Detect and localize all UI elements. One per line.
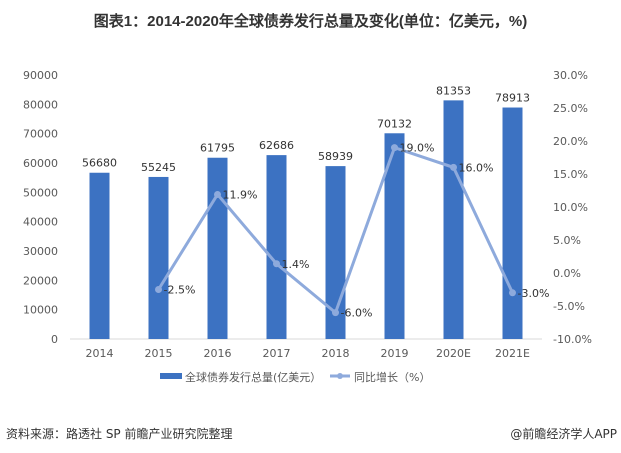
y-left-tick-label: 70000 <box>23 128 58 141</box>
legend-line-label: 同比增长（%） <box>354 370 430 384</box>
y-right-tick-label: -10.0% <box>553 333 592 346</box>
x-tick-label: 2019 <box>381 347 409 360</box>
growth-point <box>214 190 221 198</box>
bar-data-label: 61795 <box>200 142 235 155</box>
x-tick-label: 2014 <box>86 347 114 360</box>
y-left-tick-label: 80000 <box>23 98 58 111</box>
growth-data-label: 1.4% <box>282 258 310 271</box>
bar <box>89 172 110 339</box>
x-tick-label: 2017 <box>263 347 291 360</box>
y-left-tick-label: 60000 <box>23 157 58 170</box>
bar-data-label: 78913 <box>495 92 530 105</box>
growth-point <box>155 286 162 293</box>
growth-data-label: 19.0% <box>400 142 435 155</box>
legend-line-marker <box>337 373 343 379</box>
bar <box>502 107 523 339</box>
growth-point <box>273 260 280 268</box>
growth-point <box>450 163 457 171</box>
y-left-tick-label: 90000 <box>23 69 58 82</box>
y-right-tick-label: 25.0% <box>553 102 588 115</box>
y-left-tick-label: 50000 <box>23 186 58 199</box>
growth-point <box>332 309 339 317</box>
y-left-tick-label: 0 <box>51 333 58 346</box>
y-left-tick-label: 10000 <box>23 304 58 317</box>
y-left-tick-label: 20000 <box>23 274 58 287</box>
bar-data-label: 56680 <box>82 157 117 170</box>
y-left-tick-label: 40000 <box>23 216 58 229</box>
y-right-tick-label: 5.0% <box>553 234 581 247</box>
legend-bar-label: 全球债券发行总量(亿美元） <box>185 370 321 384</box>
growth-data-label: -2.5% <box>164 284 196 297</box>
growth-data-label: -3.0% <box>518 287 550 300</box>
bar-data-label: 58939 <box>318 150 353 163</box>
growth-data-label: 11.9% <box>223 188 258 201</box>
growth-data-label: -6.0% <box>341 307 373 320</box>
y-right-tick-label: -5.0% <box>553 300 585 313</box>
y-right-tick-label: 20.0% <box>553 135 588 148</box>
x-tick-label: 2015 <box>145 347 173 360</box>
x-tick-label: 2018 <box>322 347 350 360</box>
y-right-tick-label: 10.0% <box>553 201 588 214</box>
bar-data-label: 55245 <box>141 161 176 174</box>
growth-data-label: 16.0% <box>459 161 494 174</box>
bar <box>384 133 405 339</box>
y-right-tick-label: 30.0% <box>553 69 588 82</box>
y-left-tick-label: 30000 <box>23 245 58 258</box>
bar-data-label: 70132 <box>377 117 412 130</box>
bar-data-label: 62686 <box>259 139 294 152</box>
growth-point <box>391 144 398 152</box>
legend-bar-swatch <box>160 373 182 379</box>
bar-data-label: 81353 <box>436 84 471 97</box>
x-tick-label: 2020E <box>436 347 471 360</box>
brand-note: @前瞻经济学人APP <box>510 427 617 441</box>
chart-title: 图表1：2014-2020年全球债券发行总量及变化(单位：亿美元，%) <box>93 13 528 30</box>
bar <box>207 157 228 339</box>
y-right-tick-label: 0.0% <box>553 267 581 280</box>
source-note: 资料来源：路透社 SP 前瞻产业研究院整理 <box>6 427 233 441</box>
growth-point <box>509 289 516 297</box>
bar <box>443 100 464 339</box>
bar <box>148 176 169 339</box>
bar <box>266 155 287 339</box>
x-tick-label: 2021E <box>495 347 530 360</box>
x-tick-label: 2016 <box>204 347 232 360</box>
y-right-tick-label: 15.0% <box>553 168 588 181</box>
